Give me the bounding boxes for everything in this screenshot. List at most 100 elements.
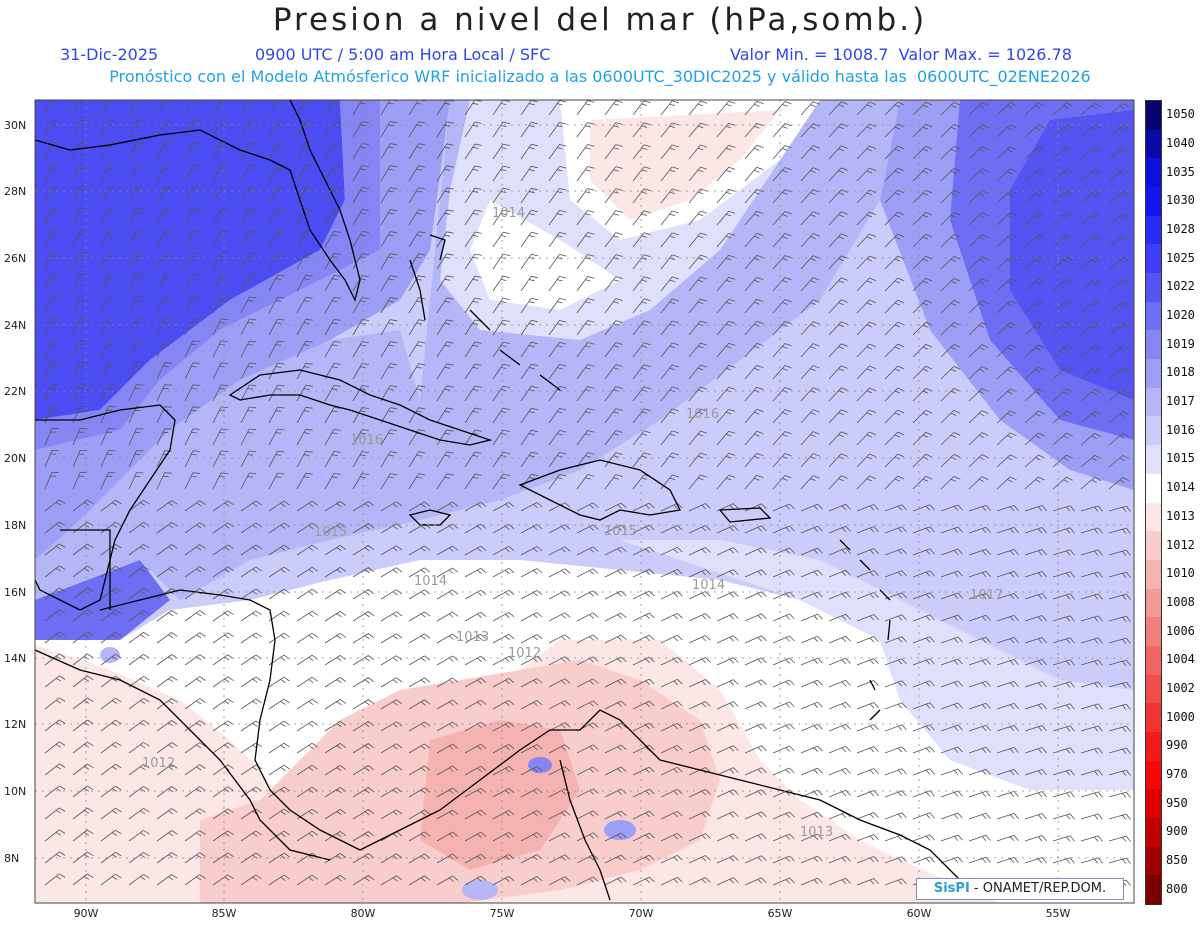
isobar-label: 1012 — [508, 646, 541, 661]
legend-swatch — [1146, 187, 1161, 217]
legend-level: 1020 — [1166, 308, 1195, 323]
legend-level: 990 — [1166, 738, 1188, 753]
lat-label: 28N — [4, 185, 26, 198]
legend-level: 1014 — [1166, 480, 1195, 495]
pressure-shading — [35, 100, 1134, 903]
legend-swatch — [1146, 817, 1161, 848]
legend-level: 1018 — [1166, 365, 1195, 380]
legend-swatch — [1146, 846, 1161, 876]
legend-level: 970 — [1166, 766, 1188, 781]
wind-barbs — [44, 100, 1131, 886]
lat-label: 26N — [4, 252, 26, 265]
model-info: Pronóstico con el Modelo Atmósferico WRF… — [109, 67, 1091, 86]
isobar-labels: 1014 1016 1016 1015 1015 1014 1014 1017 … — [142, 206, 1003, 840]
lat-label: 14N — [4, 652, 26, 665]
legend-level: 950 — [1166, 795, 1188, 810]
latitude-labels: 30N 28N 26N 24N 22N 20N 18N 16N 14N 12N … — [4, 119, 26, 865]
legend-swatch — [1146, 731, 1161, 762]
lat-label: 12N — [4, 718, 26, 731]
brand-logo: SisPI — [933, 881, 970, 896]
lon-label: 90W — [74, 907, 99, 920]
legend-level: 1030 — [1166, 193, 1195, 208]
isobar-label: 1015 — [604, 524, 637, 539]
map-frame — [34, 99, 1135, 904]
legend-level: 1004 — [1166, 652, 1195, 667]
legend-level: 900 — [1166, 824, 1188, 839]
legend-level: 1008 — [1166, 594, 1195, 609]
lat-label: 16N — [4, 586, 26, 599]
legend-level: 1000 — [1166, 709, 1195, 724]
forecast-time: 0900 UTC / 5:00 am Hora Local / SFC — [255, 45, 551, 64]
isobar-label: 1014 — [692, 578, 725, 593]
legend-level: 1022 — [1166, 279, 1195, 294]
legend-swatch — [1146, 387, 1161, 417]
lon-label: 85W — [212, 907, 237, 920]
legend-swatch — [1146, 559, 1161, 590]
lat-label: 22N — [4, 385, 26, 398]
legend-swatch — [1146, 645, 1161, 676]
pressure-map: 30N 28N 26N 24N 22N 20N 18N 16N 14N 12N … — [4, 99, 1135, 920]
lat-label: 30N — [4, 119, 26, 132]
isobar-label: 1014 — [414, 574, 447, 589]
isobar-label: 1014 — [492, 206, 525, 221]
lon-label: 75W — [490, 907, 515, 920]
coastlines — [35, 100, 961, 901]
legend-swatch — [1146, 416, 1161, 446]
legend-level: 1013 — [1166, 508, 1195, 523]
legend-swatch — [1146, 359, 1161, 389]
isobar-label: 1015 — [314, 525, 347, 540]
legend-level: 1012 — [1166, 537, 1195, 552]
min-max-values: Valor Min. = 1008.7 Valor Max. = 1026.78 — [730, 45, 1072, 64]
lat-label: 20N — [4, 452, 26, 465]
lat-label: 24N — [4, 319, 26, 332]
lon-label: 55W — [1046, 907, 1071, 920]
lon-label: 60W — [907, 907, 932, 920]
legend-swatch — [1146, 588, 1161, 618]
legend-swatch — [1146, 330, 1161, 360]
forecast-date: 31-Dic-2025 — [60, 45, 159, 64]
legend-level: 1050 — [1166, 107, 1195, 122]
isobar-label: 1017 — [970, 588, 1003, 603]
isobar-label: 1016 — [686, 407, 719, 422]
lat-lon-grid — [35, 100, 1134, 903]
legend-swatch — [1146, 129, 1161, 159]
legend-swatch — [1146, 502, 1161, 532]
lon-label: 70W — [629, 907, 654, 920]
lat-label: 8N — [4, 852, 19, 865]
legend-level: 1040 — [1166, 136, 1195, 151]
legend-level: 1006 — [1166, 623, 1195, 638]
isobar-label: 1016 — [350, 433, 383, 448]
pressure-color-legend — [1145, 100, 1162, 905]
legend-swatch — [1146, 445, 1161, 475]
lon-label: 80W — [351, 907, 376, 920]
lat-label: 10N — [4, 785, 26, 798]
credit-box: SisPI - ONAMET/REP.DOM. — [916, 878, 1124, 900]
legend-level: 1010 — [1166, 566, 1195, 581]
legend-swatch — [1146, 473, 1161, 503]
organization-name: - ONAMET/REP.DOM. — [969, 881, 1107, 896]
legend-level: 850 — [1166, 852, 1188, 867]
legend-swatch — [1146, 531, 1161, 561]
legend-level: 1019 — [1166, 336, 1195, 351]
isobar-label: 1012 — [142, 756, 175, 771]
longitude-labels: 90W 85W 80W 75W 70W 65W 60W 55W — [74, 907, 1071, 920]
legend-swatch — [1146, 273, 1161, 303]
lon-label: 65W — [768, 907, 793, 920]
wind-barb-set — [44, 100, 1131, 886]
legend-swatch — [1146, 760, 1161, 790]
legend-swatch — [1146, 301, 1161, 331]
legend-swatch — [1146, 617, 1161, 647]
legend-level: 1017 — [1166, 394, 1195, 409]
legend-swatch — [1146, 875, 1161, 905]
isobar-label: 1013 — [800, 825, 833, 840]
legend-level: 1025 — [1166, 250, 1195, 265]
legend-level: 1016 — [1166, 422, 1195, 437]
legend-level: 1015 — [1166, 451, 1195, 466]
legend-level: 1002 — [1166, 680, 1195, 695]
legend-swatch — [1146, 703, 1161, 733]
legend-swatch — [1146, 244, 1161, 274]
legend-level: 800 — [1166, 881, 1188, 896]
legend-swatch — [1146, 158, 1161, 188]
isobar-label: 1013 — [456, 630, 489, 645]
map-title: Presion a nivel del mar (hPa,somb.) — [272, 2, 928, 38]
